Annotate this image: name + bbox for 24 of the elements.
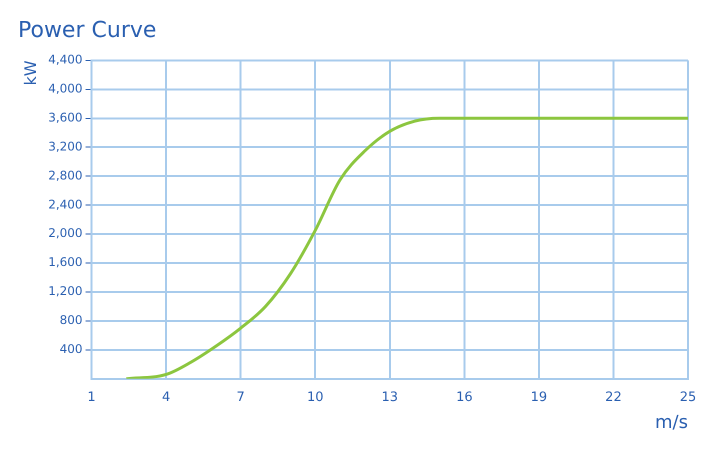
x-tick-label: 19	[530, 390, 548, 405]
chart-title: Power Curve	[18, 18, 156, 43]
y-tick-label: 2,400	[48, 197, 83, 212]
line-series	[124, 116, 688, 379]
y-tick-label: 400	[60, 342, 83, 356]
x-tick-label: 4	[162, 390, 170, 405]
x-axis-title: m/s	[655, 412, 688, 433]
x-tick-label: 22	[605, 390, 622, 405]
x-tick-label: 7	[236, 390, 245, 405]
x-tick-label: 10	[306, 390, 324, 405]
y-axis-title: kW	[20, 60, 40, 86]
y-tick-label: 2,800	[48, 168, 83, 182]
y-tick-label: 4,000	[48, 81, 83, 96]
y-tick-label: 1,200	[48, 284, 83, 298]
x-tick-label: 1	[87, 390, 96, 405]
x-tick-label: 13	[382, 390, 398, 405]
y-tick-label: 3,200	[48, 139, 83, 154]
y-tick-label: 800	[60, 313, 83, 328]
y-tick-label: 1,600	[48, 255, 83, 270]
x-tick-label: 25	[680, 390, 696, 405]
x-tick-label: 16	[456, 390, 473, 405]
y-tick-label: 3,600	[48, 110, 83, 124]
y-tick-label: 4,400	[48, 52, 83, 67]
y-tick-label: 2,000	[48, 226, 83, 240]
